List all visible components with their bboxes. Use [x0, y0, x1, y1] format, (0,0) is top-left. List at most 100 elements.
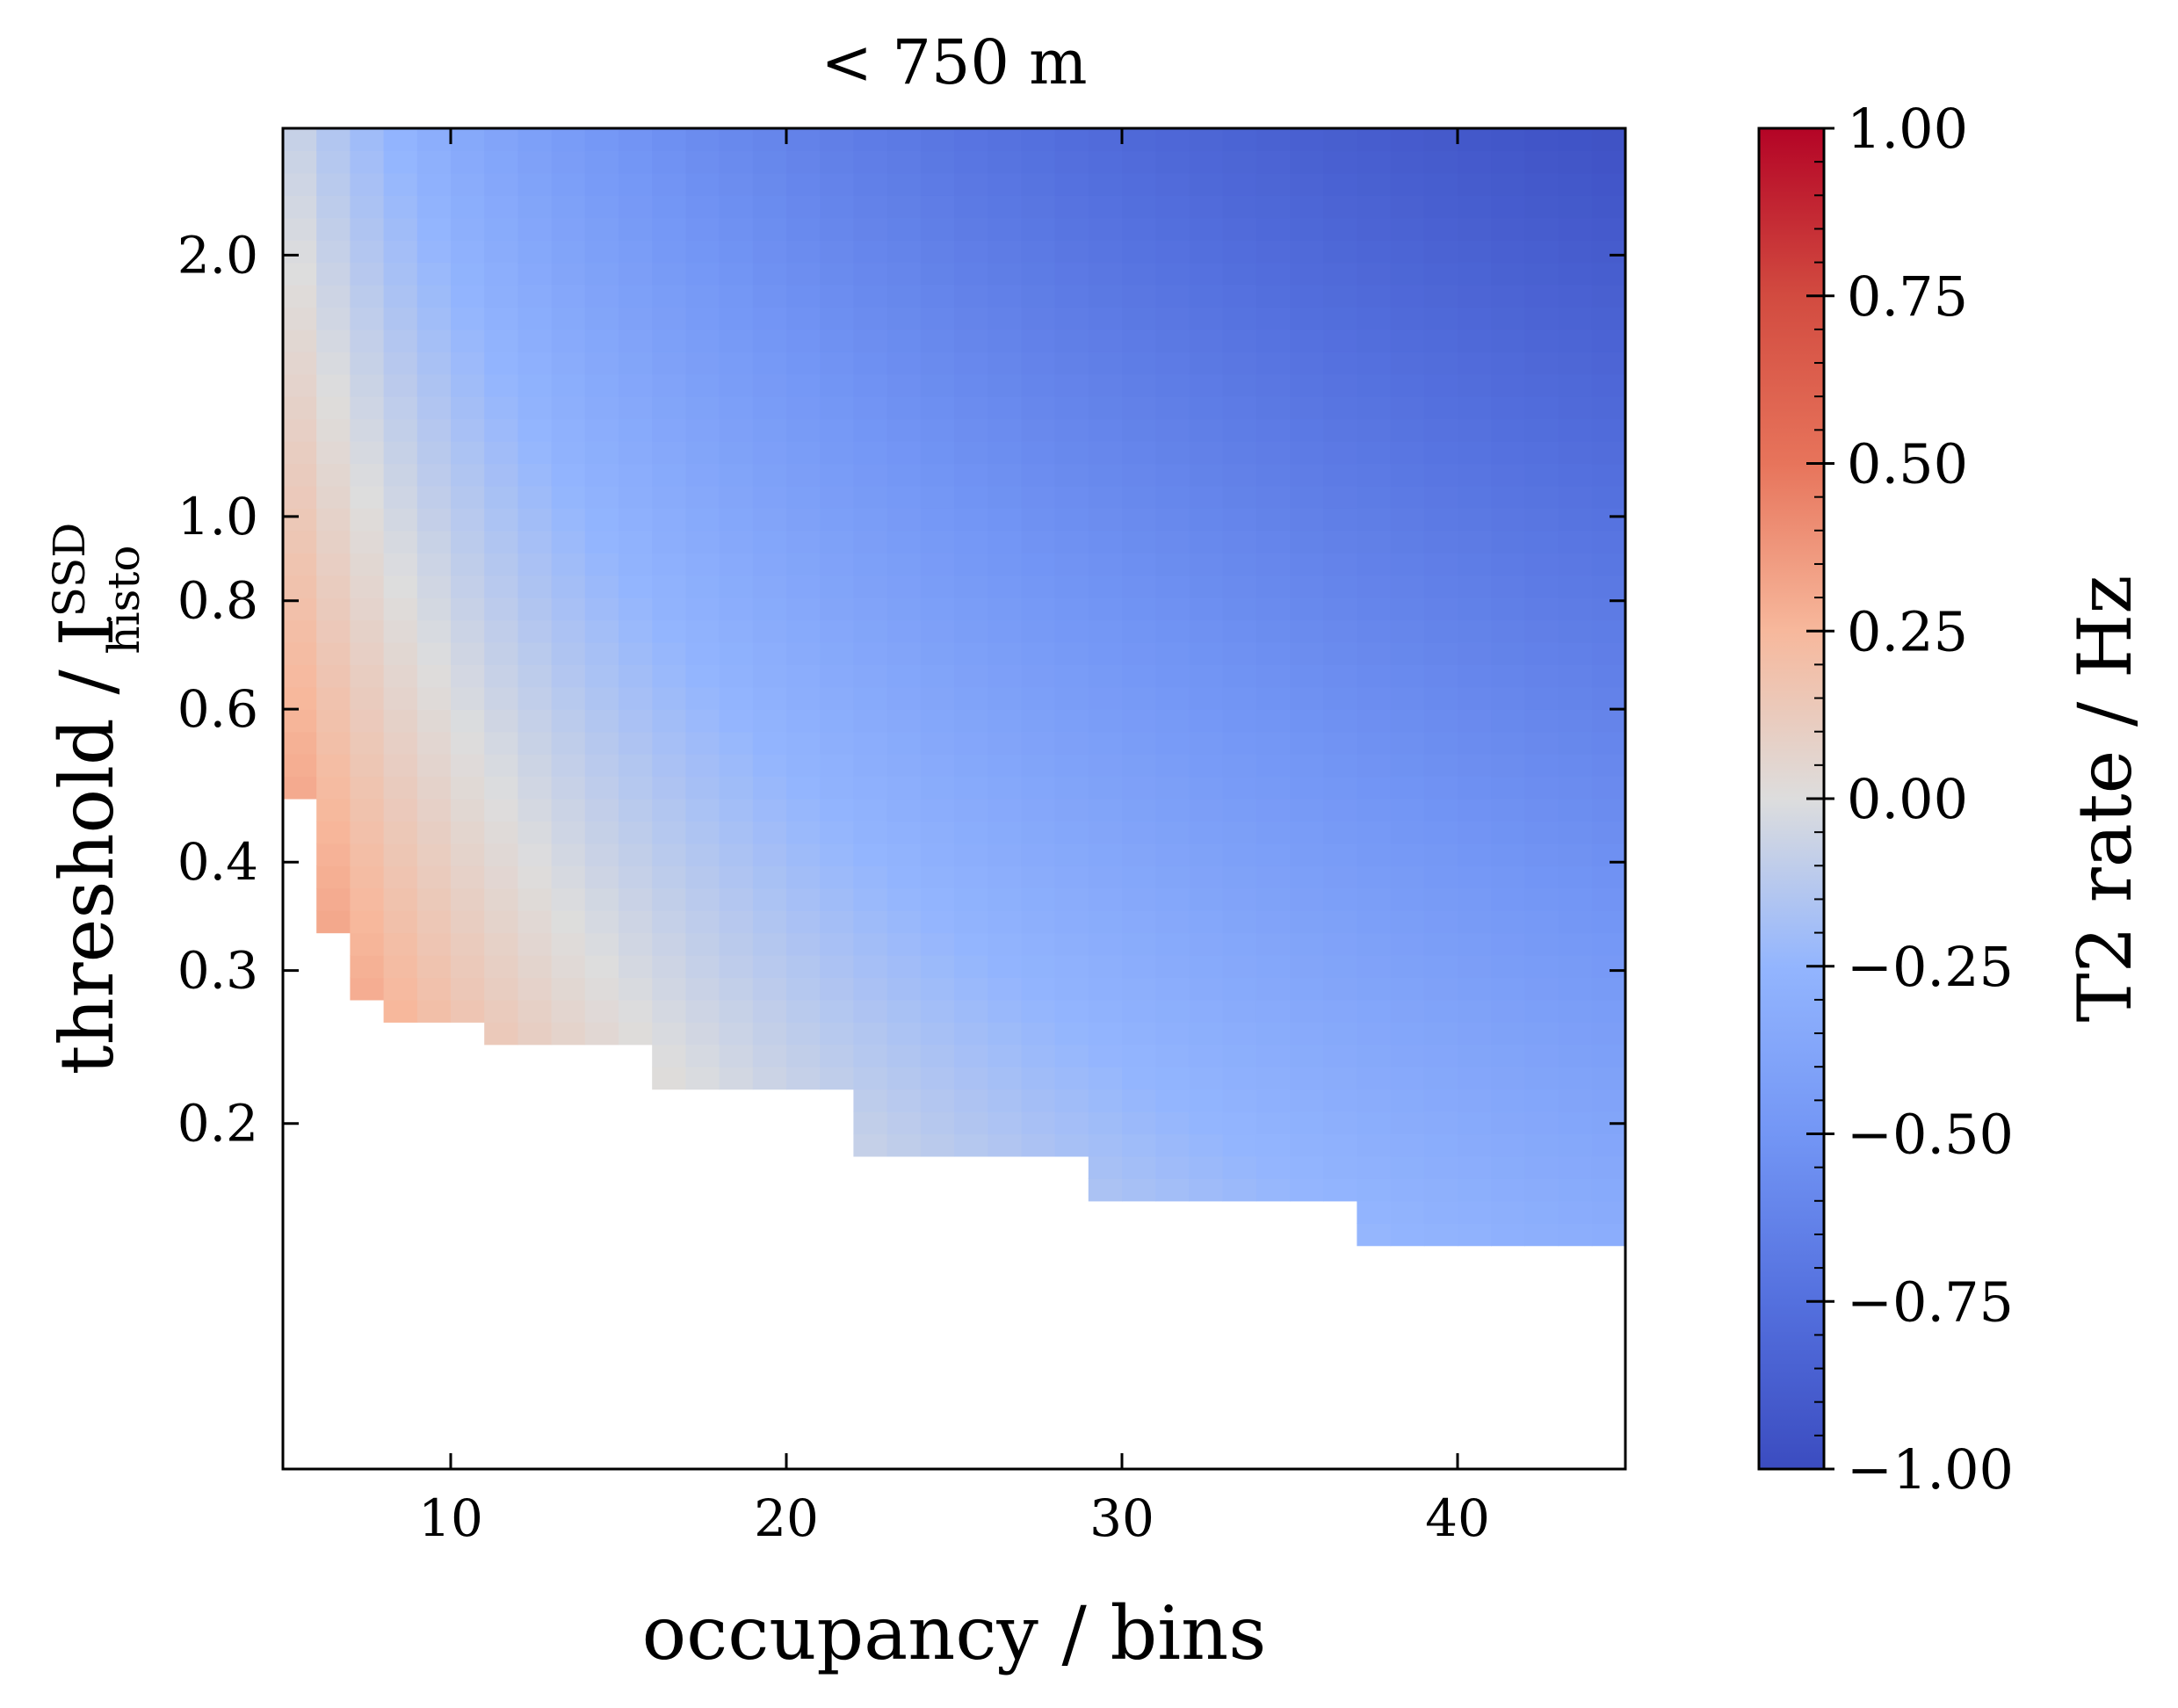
heatmap-cell	[551, 530, 586, 554]
heatmap-cell	[1122, 1044, 1156, 1068]
heatmap-cell	[451, 910, 485, 934]
heatmap-cell	[416, 530, 452, 554]
heatmap-cell	[820, 128, 854, 152]
colorbar-tick-label: −0.75	[1847, 1270, 2014, 1334]
heatmap-cell	[1390, 329, 1425, 352]
heatmap-cell	[416, 240, 452, 264]
heatmap-cell	[920, 731, 955, 755]
heatmap-cell	[1357, 865, 1392, 889]
heatmap-cell	[1558, 217, 1593, 241]
heatmap-cell	[1088, 530, 1123, 554]
heatmap-cell	[954, 1022, 988, 1046]
heatmap-cell	[451, 821, 485, 844]
heatmap-cell	[1189, 1155, 1224, 1179]
heatmap-cell	[1290, 1133, 1324, 1157]
heatmap-cell	[619, 128, 653, 152]
heatmap-cell	[652, 865, 686, 889]
heatmap-cell	[416, 731, 452, 755]
heatmap-cell	[1323, 999, 1357, 1023]
heatmap-cell	[1189, 731, 1224, 755]
heatmap-cell	[551, 910, 586, 934]
heatmap-cell	[1458, 1089, 1492, 1112]
heatmap-cell	[1255, 597, 1291, 621]
heatmap-cell	[316, 731, 351, 755]
heatmap-cell	[786, 418, 821, 442]
heatmap-cell	[1222, 843, 1257, 866]
heatmap-cell	[1189, 619, 1224, 643]
heatmap-cell	[517, 172, 553, 196]
heatmap-cell	[853, 686, 888, 710]
heatmap-cell	[1357, 172, 1392, 196]
heatmap-cell	[517, 485, 553, 509]
heatmap-cell	[1290, 329, 1324, 352]
heatmap-cell	[1189, 686, 1224, 710]
heatmap-cell	[551, 955, 586, 979]
heatmap-cell	[517, 664, 553, 688]
heatmap-cell	[954, 754, 988, 778]
heatmap-cell	[451, 664, 485, 688]
heatmap-cell	[1458, 329, 1492, 352]
heatmap-cell	[685, 441, 720, 465]
heatmap-cell	[752, 641, 787, 665]
heatmap-cell	[1357, 508, 1392, 532]
heatmap-cell	[652, 686, 686, 710]
heatmap-cell	[451, 329, 485, 352]
heatmap-cell	[1323, 575, 1357, 598]
heatmap-cell	[920, 396, 955, 420]
heatmap-cell	[1423, 1155, 1458, 1179]
heatmap-cell	[584, 441, 619, 465]
heatmap-cell	[1458, 485, 1492, 509]
heatmap-cell	[1390, 351, 1425, 375]
heatmap-cell	[1054, 351, 1089, 375]
heatmap-cell	[1390, 262, 1425, 286]
heatmap-cell	[484, 754, 518, 778]
heatmap-cell	[451, 373, 485, 397]
heatmap-cell	[1323, 754, 1357, 778]
heatmap-cell	[1458, 508, 1492, 532]
heatmap-cell	[383, 597, 418, 621]
heatmap-cell	[1021, 329, 1056, 352]
heatmap-cell	[383, 329, 418, 352]
heatmap-cell	[1591, 887, 1625, 911]
heatmap-cell	[1390, 754, 1425, 778]
heatmap-cell	[988, 641, 1022, 665]
heatmap-cell	[1458, 1223, 1492, 1247]
heatmap-cell	[350, 731, 385, 755]
heatmap-cell	[416, 887, 452, 911]
heatmap-cell	[517, 530, 553, 554]
heatmap-cell	[584, 731, 619, 755]
heatmap-cell	[1458, 977, 1492, 1001]
colorbar-tick-label: 1.00	[1847, 97, 1968, 161]
heatmap-cell	[619, 262, 653, 286]
heatmap-cell	[1390, 865, 1425, 889]
heatmap-cell	[1054, 1022, 1089, 1046]
heatmap-cell	[1255, 910, 1291, 934]
heatmap-cell	[1591, 329, 1625, 352]
heatmap-cell	[1591, 1067, 1625, 1090]
heatmap-cell	[1155, 686, 1190, 710]
heatmap-cell	[416, 553, 452, 576]
heatmap-cell	[1021, 821, 1056, 844]
heatmap-cell	[1524, 865, 1559, 889]
heatmap-cell	[1423, 240, 1458, 264]
heatmap-cell	[1558, 1089, 1593, 1112]
heatmap-cell	[719, 932, 754, 956]
heatmap-cell	[1222, 910, 1257, 934]
heatmap-cell	[1122, 329, 1156, 352]
heatmap-cell	[1255, 329, 1291, 352]
heatmap-cell	[652, 128, 686, 152]
heatmap-cell	[853, 641, 888, 665]
heatmap-cell	[719, 664, 754, 688]
heatmap-cell	[752, 172, 787, 196]
heatmap-cell	[1255, 307, 1291, 330]
heatmap-cell	[1021, 530, 1056, 554]
heatmap-cell	[416, 485, 452, 509]
heatmap-cell	[1458, 575, 1492, 598]
heatmap-cell	[853, 418, 888, 442]
heatmap-cell	[954, 1067, 988, 1090]
heatmap-cell	[350, 553, 385, 576]
heatmap-cell	[1088, 285, 1123, 308]
heatmap-cell	[920, 910, 955, 934]
heatmap-cell	[920, 1133, 955, 1157]
heatmap-cell	[652, 821, 686, 844]
